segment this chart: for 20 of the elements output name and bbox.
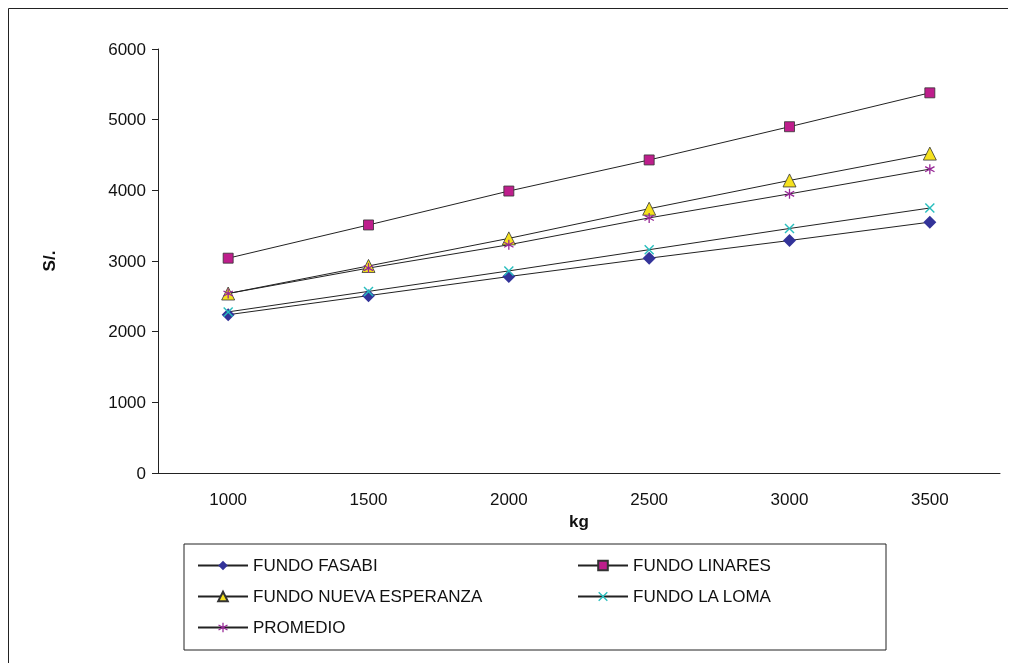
legend-label: FUNDO NUEVA ESPERANZA: [253, 587, 483, 606]
y-tick-label: 4000: [108, 180, 146, 200]
x-axis-title: kg: [569, 512, 589, 531]
x-tick-label: 1500: [349, 490, 388, 509]
legend-label: PROMEDIO: [253, 618, 346, 637]
y-tick-label: 2000: [108, 322, 146, 342]
legend-label: FUNDO FASABI: [253, 556, 378, 575]
y-tick-label: 6000: [108, 39, 146, 59]
y-tick-label: 3000: [108, 251, 146, 271]
x-tick-label: 2500: [630, 490, 669, 509]
y-axis-title: S/.: [40, 250, 59, 272]
y-tick-label: 5000: [108, 110, 146, 130]
y-tick-label: 0: [136, 463, 146, 483]
y-tick-label: 1000: [108, 392, 146, 412]
legend-label: FUNDO LA LOMA: [633, 587, 772, 606]
x-tick-label: 1000: [209, 490, 248, 509]
legend-label: FUNDO LINARES: [633, 556, 771, 575]
x-tick-label: 3000: [770, 490, 809, 509]
x-tick-label: 3500: [910, 490, 949, 509]
x-tick-label: 2000: [489, 490, 528, 509]
